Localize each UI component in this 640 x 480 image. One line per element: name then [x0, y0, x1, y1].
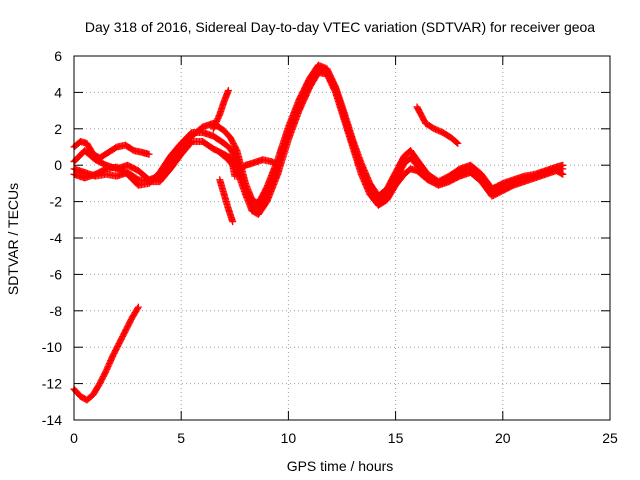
axis-layer: 0 5 10 15 20 25 -14 -12 -10 -8 -6 -4 -2 0 2 4 6 [42, 48, 618, 446]
series-track-right-upper [413, 103, 462, 147]
data-layer [70, 61, 567, 404]
data-point [229, 218, 237, 226]
y-tick-label: -6 [50, 266, 63, 282]
data-point [559, 165, 567, 173]
data-point [134, 303, 142, 311]
x-tick-label: 15 [388, 430, 404, 446]
data-point [145, 150, 153, 158]
x-tick-label: 5 [177, 430, 185, 446]
x-tick-label: 20 [495, 430, 511, 446]
grid-layer [74, 56, 610, 420]
y-tick-label: -14 [42, 412, 62, 428]
y-tick-label: 4 [54, 84, 62, 100]
y-tick-label: -8 [50, 303, 63, 319]
plot-frame [73, 55, 611, 421]
series-track-main-c [70, 65, 567, 213]
x-axis-label: GPS time / hours [287, 458, 394, 474]
y-tick-label: -4 [50, 230, 63, 246]
chart-title: Day 318 of 2016, Sidereal Day-to-day VTE… [85, 19, 595, 35]
series-track-mid-connector [233, 156, 284, 180]
y-tick-label: -2 [50, 194, 63, 210]
series-track-upper-left [70, 138, 153, 162]
data-point [134, 305, 142, 313]
data-point [276, 161, 284, 169]
data-point [453, 138, 461, 146]
y-axis-label: SDTVAR / TECUs [5, 183, 21, 295]
series-track-dip [216, 176, 237, 226]
y-tick-label: -12 [42, 376, 62, 392]
x-tick-label: 0 [70, 430, 78, 446]
x-tick-label: 10 [281, 430, 297, 446]
data-point [224, 87, 232, 95]
y-tick-label: 0 [54, 157, 62, 173]
x-tick-label: 25 [602, 430, 618, 446]
y-tick-label: 2 [54, 121, 62, 137]
series-track-midleft-rise [209, 87, 232, 133]
data-point [454, 139, 462, 147]
y-tick-label: 6 [54, 48, 62, 64]
y-tick-label: -10 [42, 339, 62, 355]
series-track-low [70, 303, 142, 404]
